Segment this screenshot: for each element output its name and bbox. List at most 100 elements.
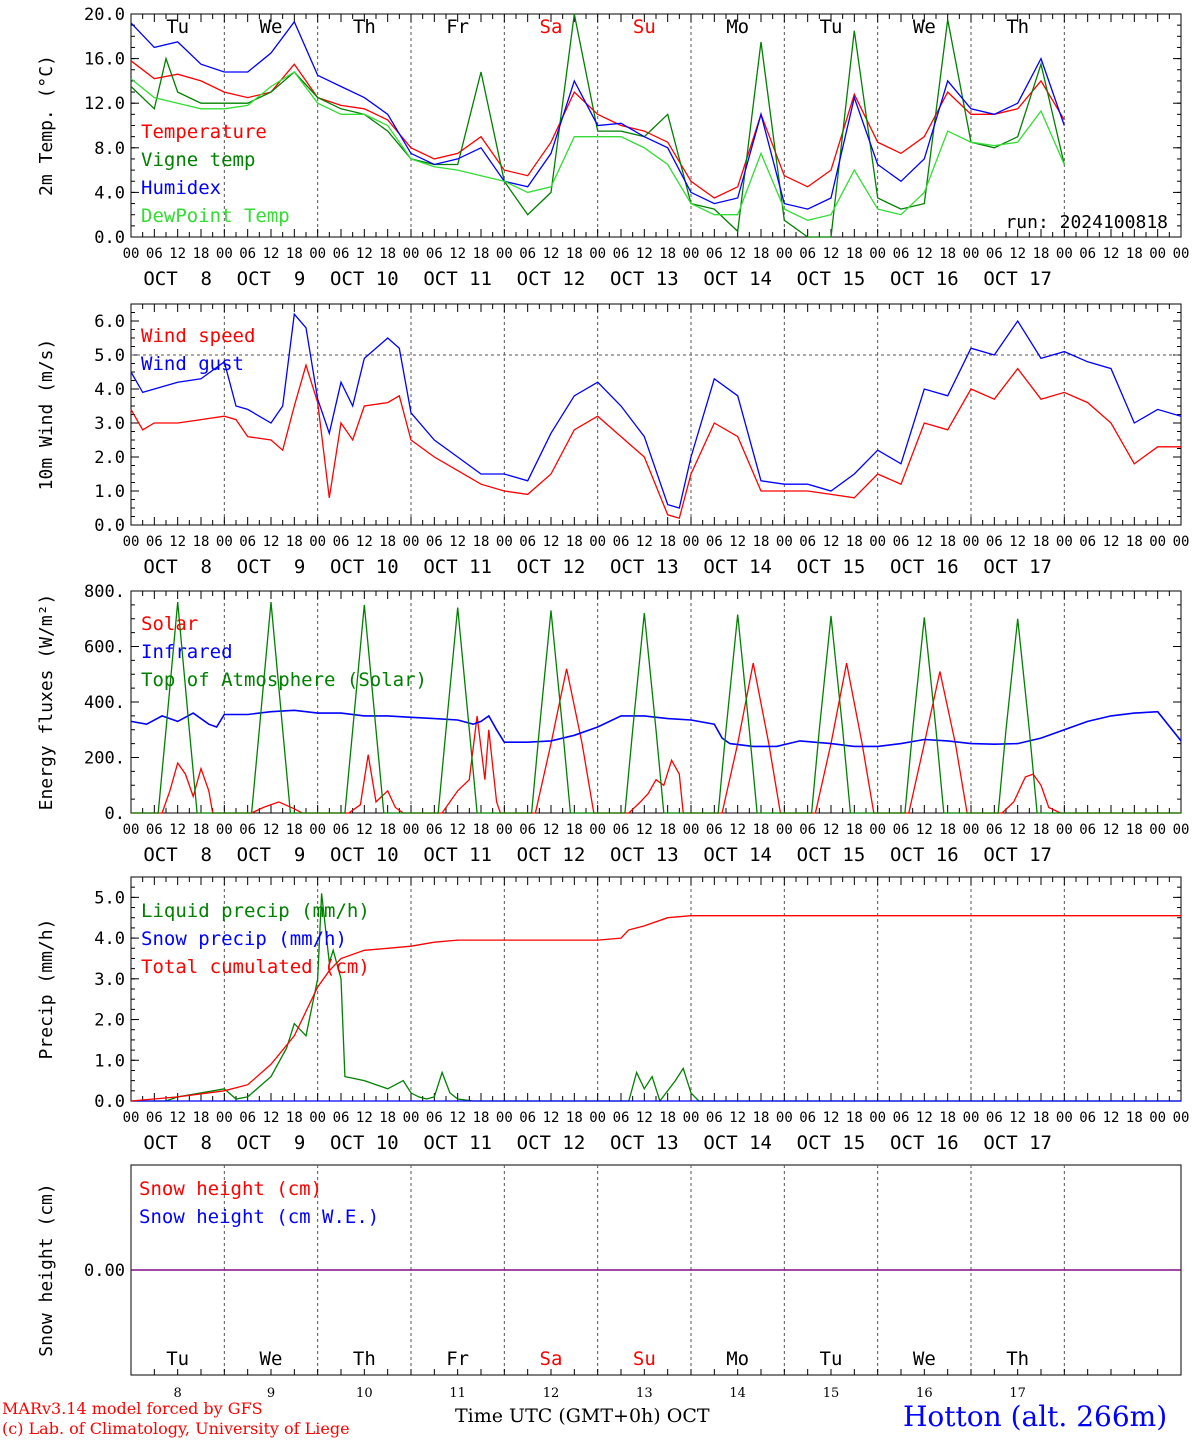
series-line-wind-speed xyxy=(130,362,1181,520)
y-tick-label: 2.0 xyxy=(94,1011,125,1031)
hour-label: 00 xyxy=(963,822,980,838)
hour-label: 00 xyxy=(869,534,886,550)
date-label: OCT 10 xyxy=(330,556,399,578)
legend-entry: Wind speed xyxy=(141,325,255,347)
hour-label: 00 xyxy=(309,246,326,262)
date-label: OCT 15 xyxy=(797,268,866,290)
date-label: OCT 11 xyxy=(423,844,492,866)
hour-label: 18 xyxy=(286,534,303,550)
panel-2: 00 06 12 18 00 06 12 18 00 06 12 18 00 06 12 18 00 06 12 18… xyxy=(36,303,1189,578)
hour-label: 00 xyxy=(869,246,886,262)
hour-label: 18 xyxy=(566,246,583,262)
date-label: OCT 10 xyxy=(330,1132,399,1154)
hour-label: 00 xyxy=(403,1110,420,1126)
date-label: OCT 9 xyxy=(237,556,306,578)
hour-label: 18 xyxy=(753,1110,770,1126)
hour-label: 18 xyxy=(379,822,396,838)
hour-label: 12 xyxy=(729,1110,746,1126)
hour-label: 18 xyxy=(939,822,956,838)
hour-label: 12 xyxy=(823,246,840,262)
date-label: OCT 11 xyxy=(423,556,492,578)
weekday-label: Su xyxy=(633,1348,656,1370)
hour-label: 18 xyxy=(193,822,210,838)
series-line-vigne-temp xyxy=(130,13,1065,238)
legend-entry: Snow height (cm W.E.) xyxy=(139,1206,379,1228)
hour-label: 00 xyxy=(123,246,140,262)
weekday-label: We xyxy=(913,1348,936,1370)
date-label: OCT 12 xyxy=(517,268,586,290)
date-label: OCT 14 xyxy=(703,268,772,290)
hour-label: 12 xyxy=(543,822,560,838)
hour-label: 06 xyxy=(799,246,816,262)
weekday-label: Fr xyxy=(446,1348,469,1370)
hour-label: 18 xyxy=(846,534,863,550)
series-line-total-cumulated-cm- xyxy=(130,915,1181,1102)
date-label: OCT 16 xyxy=(890,1132,959,1154)
legend-entry: Temperature xyxy=(141,121,267,143)
hour-label: 00 xyxy=(1149,534,1166,550)
hour-label: 18 xyxy=(753,534,770,550)
hour-label: 06 xyxy=(706,1110,723,1126)
hour-label: 12 xyxy=(356,822,373,838)
hour-label: 18 xyxy=(939,534,956,550)
date-label: OCT 8 xyxy=(143,1132,212,1154)
hour-label: 06 xyxy=(893,1110,910,1126)
legend-entry: Vigne temp xyxy=(141,149,255,171)
hour-label: 00 xyxy=(776,822,793,838)
hour-label: 12 xyxy=(729,822,746,838)
hour-label: 12 xyxy=(263,1110,280,1126)
hour-label: 00 xyxy=(963,1110,980,1126)
hour-label: 06 xyxy=(519,246,536,262)
hour-label: 06 xyxy=(799,822,816,838)
date-label: OCT 15 xyxy=(797,1132,866,1154)
weekday-label: Mo xyxy=(726,1348,749,1370)
y-tick-label: 1.0 xyxy=(94,482,125,502)
y-axis-label: Precip (mm/h) xyxy=(36,919,57,1060)
hour-label: 12 xyxy=(916,534,933,550)
series-line-humidex xyxy=(130,20,1065,210)
date-label: OCT 11 xyxy=(423,268,492,290)
date-label: OCT 8 xyxy=(143,268,212,290)
date-label: OCT 10 xyxy=(330,268,399,290)
hour-label: 18 xyxy=(566,1110,583,1126)
date-label: OCT 17 xyxy=(983,1132,1052,1154)
hour-label: 06 xyxy=(333,822,350,838)
hour-label: 18 xyxy=(659,822,676,838)
date-label: OCT 12 xyxy=(517,556,586,578)
hour-label: 00 xyxy=(216,822,233,838)
day-number: 15 xyxy=(823,1386,840,1401)
hour-label: 18 xyxy=(379,246,396,262)
hour-label: 18 xyxy=(846,822,863,838)
date-label: OCT 16 xyxy=(890,556,959,578)
series-line-infrared xyxy=(130,709,1182,748)
hour-label: 00 xyxy=(1173,822,1190,838)
day-number: 16 xyxy=(916,1386,933,1401)
y-tick-label: 6.0 xyxy=(94,312,125,332)
date-label: OCT 9 xyxy=(237,1132,306,1154)
y-tick-label: 200. xyxy=(84,749,125,769)
date-label: OCT 17 xyxy=(983,844,1052,866)
hour-label: 00 xyxy=(683,534,700,550)
hour-label: 18 xyxy=(659,246,676,262)
hour-label: 06 xyxy=(333,534,350,550)
hour-label: 18 xyxy=(473,822,490,838)
hour-label: 12 xyxy=(636,246,653,262)
hour-label: 18 xyxy=(1126,246,1143,262)
hour-label: 06 xyxy=(333,246,350,262)
date-label: OCT 14 xyxy=(703,556,772,578)
hour-label: 12 xyxy=(1103,822,1120,838)
hour-label: 12 xyxy=(356,246,373,262)
day-number: 17 xyxy=(1009,1386,1026,1401)
hour-label: 06 xyxy=(239,1110,256,1126)
hour-label: 06 xyxy=(893,822,910,838)
date-label: OCT 10 xyxy=(330,844,399,866)
hour-label: 18 xyxy=(473,246,490,262)
y-tick-label: 600. xyxy=(84,638,125,658)
hour-label: 12 xyxy=(169,246,186,262)
date-label: OCT 9 xyxy=(237,268,306,290)
hour-label: 18 xyxy=(659,534,676,550)
y-tick-label: 3.0 xyxy=(94,414,125,434)
hour-label: 00 xyxy=(1149,1110,1166,1126)
hour-label: 00 xyxy=(1056,534,1073,550)
hour-label: 06 xyxy=(706,246,723,262)
